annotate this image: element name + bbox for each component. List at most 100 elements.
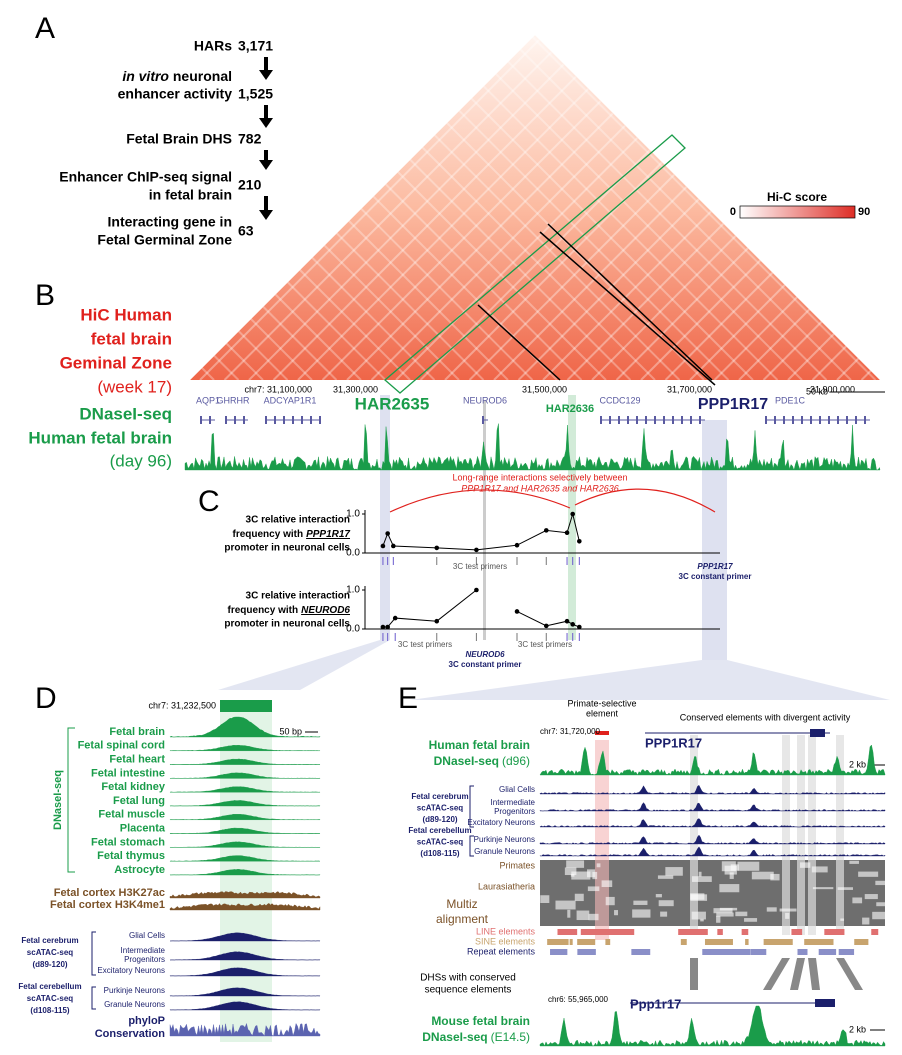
- label: DNaseI-seq: [79, 404, 172, 423]
- highlight-band: [220, 712, 272, 1042]
- signal-track: [169, 967, 321, 977]
- hic-stripe: [346, 112, 614, 381]
- cell-label: Intermediate: [121, 946, 166, 955]
- repeat: [763, 939, 783, 945]
- exon: [618, 416, 620, 424]
- hic-stripe: [370, 125, 626, 381]
- gene-label: CCDC129: [599, 395, 640, 405]
- hic-stripe: [397, 171, 607, 381]
- alignment-gap: [837, 887, 853, 890]
- label: Repeat elements: [467, 946, 536, 956]
- label: scATAC-seq: [27, 948, 73, 957]
- ortholog-link: [808, 958, 820, 990]
- element-bar: [220, 700, 272, 712]
- label: PPP1R17 and HAR2635 and HAR2636: [461, 483, 619, 493]
- alignment-gap: [596, 863, 601, 868]
- signal-track: [539, 834, 886, 845]
- repeat: [577, 949, 596, 955]
- alignment-gap: [713, 908, 733, 914]
- repeat: [636, 949, 646, 955]
- repeat: [871, 929, 879, 935]
- repeat: [838, 949, 855, 955]
- zoom-connector: [218, 640, 390, 690]
- cell-label: Purkinje Neurons: [104, 986, 165, 995]
- exon: [672, 416, 674, 424]
- track-label: Placenta: [120, 823, 166, 835]
- label: fetal brain: [91, 329, 172, 348]
- hic-stripe: [566, 223, 725, 381]
- label: chr7: 31,720,000: [540, 727, 601, 736]
- label: Primates: [499, 860, 535, 870]
- step-count: 210: [238, 177, 262, 193]
- repeat: [804, 939, 819, 945]
- alignment-gap: [587, 886, 600, 892]
- cell-label: Excitatory Neurons: [467, 818, 535, 827]
- step-label: Fetal Brain DHS: [126, 131, 232, 147]
- gene-label: ADCYAP1R1: [264, 395, 317, 405]
- exon: [810, 416, 812, 424]
- step-count: 3,171: [238, 38, 273, 54]
- hic-stripe: [311, 257, 436, 381]
- coordinate: 31,900,000: [810, 384, 855, 394]
- label: Fetal cerebellum: [18, 982, 81, 991]
- exon: [645, 416, 647, 424]
- gene-label: NEUROD6: [463, 395, 507, 405]
- hic-stripe: [689, 284, 786, 381]
- exon: [319, 416, 321, 424]
- step-label: enhancer activity: [118, 86, 233, 102]
- repeat: [704, 939, 722, 945]
- exon: [209, 416, 211, 424]
- point: [392, 615, 398, 621]
- repeat: [812, 939, 834, 945]
- bracket: [469, 785, 474, 828]
- alignment-gap: [766, 907, 777, 912]
- signal-track: [169, 786, 321, 793]
- label: scATAC-seq: [417, 804, 463, 813]
- hic-line: [539, 231, 716, 386]
- point: [514, 609, 520, 614]
- signal-track: [169, 758, 321, 765]
- hic-stripe: [860, 370, 872, 381]
- hic-stripe: [421, 146, 656, 381]
- repeat: [552, 939, 569, 945]
- signal-track: [169, 772, 321, 779]
- hic-stripe: [713, 296, 798, 381]
- label: Human fetal brain: [28, 428, 172, 447]
- label-part: in vitro: [122, 68, 169, 84]
- point: [564, 530, 570, 536]
- arrow-head: [259, 70, 273, 80]
- label: alignment: [436, 912, 489, 926]
- hic-heatmap: [190, 35, 880, 380]
- label: Fetal cerebrum: [21, 936, 78, 945]
- track-label: Fetal thymus: [97, 850, 165, 862]
- bracket: [67, 727, 75, 873]
- signal-track: [169, 841, 321, 848]
- hic-stripe: [360, 208, 534, 381]
- point: [474, 587, 479, 593]
- exon: [654, 416, 656, 424]
- label: chr7: 31,232,500: [148, 700, 216, 710]
- highlight-band: [702, 420, 727, 660]
- hic-stripe: [640, 259, 761, 381]
- label: Conservation: [95, 1028, 166, 1040]
- hic-mask: [535, 35, 902, 380]
- signal-track: [539, 744, 886, 776]
- exon: [482, 416, 484, 424]
- track-label: Fetal intestine: [91, 767, 165, 779]
- alignment-gap: [574, 893, 584, 902]
- exon: [265, 416, 267, 424]
- alignment-gap: [840, 918, 845, 921]
- ortholog-link: [690, 958, 698, 990]
- alignment-gap: [799, 862, 811, 868]
- hic-stripe: [542, 210, 712, 381]
- label: (d108-115): [420, 849, 459, 858]
- interaction-arc: [389, 488, 716, 513]
- repeat: [791, 929, 803, 935]
- element-band: [690, 735, 698, 935]
- signal-track: [184, 423, 881, 471]
- point: [514, 542, 520, 548]
- label: DNaseI-seq: [52, 770, 64, 830]
- step-count: 782: [238, 131, 262, 147]
- alignment-gap: [665, 867, 683, 876]
- alignment-gap: [849, 860, 859, 864]
